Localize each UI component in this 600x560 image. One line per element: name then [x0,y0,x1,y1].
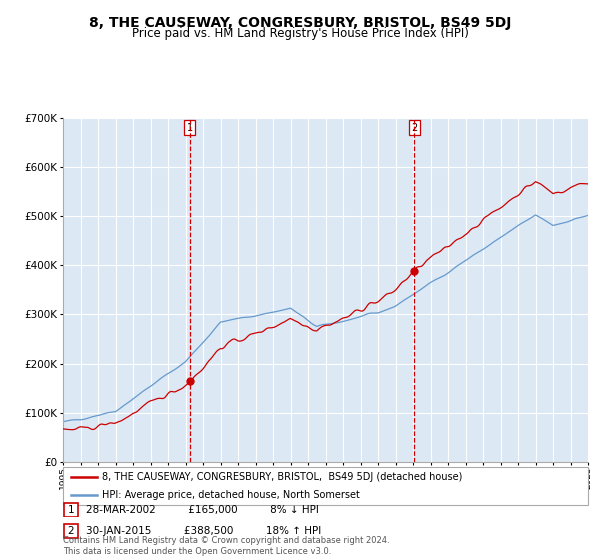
Text: 8, THE CAUSEWAY, CONGRESBURY, BRISTOL,  BS49 5DJ (detached house): 8, THE CAUSEWAY, CONGRESBURY, BRISTOL, B… [103,472,463,482]
Text: 28-MAR-2002          £165,000          8% ↓ HPI: 28-MAR-2002 £165,000 8% ↓ HPI [86,505,319,515]
Text: 2: 2 [411,123,418,133]
Text: 30-JAN-2015          £388,500          18% ↑ HPI: 30-JAN-2015 £388,500 18% ↑ HPI [86,526,321,536]
FancyBboxPatch shape [64,524,78,538]
FancyBboxPatch shape [63,467,588,505]
Text: Contains HM Land Registry data © Crown copyright and database right 2024.
This d: Contains HM Land Registry data © Crown c… [63,536,389,556]
Text: HPI: Average price, detached house, North Somerset: HPI: Average price, detached house, Nort… [103,490,360,500]
FancyBboxPatch shape [64,502,78,517]
Text: Price paid vs. HM Land Registry's House Price Index (HPI): Price paid vs. HM Land Registry's House … [131,27,469,40]
Text: 8, THE CAUSEWAY, CONGRESBURY, BRISTOL, BS49 5DJ: 8, THE CAUSEWAY, CONGRESBURY, BRISTOL, B… [89,16,511,30]
Text: 1: 1 [67,505,74,515]
Text: 2: 2 [67,526,74,536]
Text: 1: 1 [187,123,193,133]
